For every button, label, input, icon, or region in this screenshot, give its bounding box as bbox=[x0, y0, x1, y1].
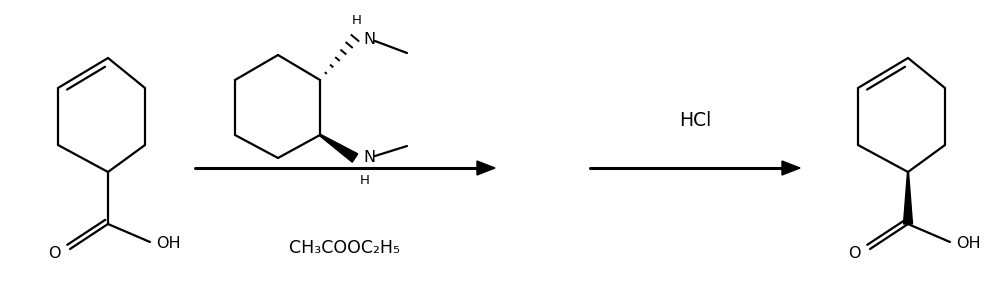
Text: OH: OH bbox=[155, 236, 180, 252]
Text: O: O bbox=[48, 246, 60, 260]
FancyArrow shape bbox=[782, 161, 800, 175]
Text: N: N bbox=[363, 150, 375, 166]
Polygon shape bbox=[903, 172, 912, 224]
Text: N: N bbox=[363, 33, 375, 48]
Text: OH: OH bbox=[955, 236, 980, 252]
Text: H: H bbox=[360, 174, 370, 186]
Text: CH₃COOC₂H₅: CH₃COOC₂H₅ bbox=[289, 239, 400, 257]
Polygon shape bbox=[320, 134, 358, 162]
Text: H: H bbox=[352, 13, 362, 27]
Text: HCl: HCl bbox=[679, 110, 711, 130]
Text: O: O bbox=[848, 246, 860, 260]
FancyArrow shape bbox=[477, 161, 495, 175]
